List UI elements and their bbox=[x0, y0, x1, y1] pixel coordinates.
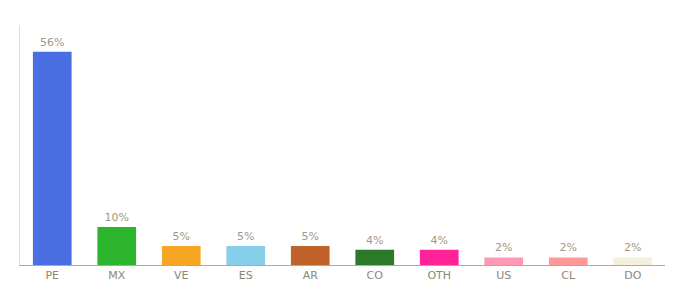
svg-text:DO: DO bbox=[624, 269, 641, 282]
svg-text:CL: CL bbox=[561, 269, 576, 282]
svg-text:5%: 5% bbox=[173, 230, 190, 243]
svg-text:5%: 5% bbox=[302, 230, 319, 243]
svg-text:2%: 2% bbox=[560, 241, 577, 254]
svg-text:US: US bbox=[496, 269, 511, 282]
svg-text:4%: 4% bbox=[366, 234, 383, 247]
svg-text:10%: 10% bbox=[105, 211, 129, 224]
svg-text:CO: CO bbox=[367, 269, 384, 282]
svg-text:2%: 2% bbox=[495, 241, 512, 254]
svg-text:PE: PE bbox=[45, 269, 59, 282]
svg-text:56%: 56% bbox=[40, 36, 64, 49]
svg-text:OTH: OTH bbox=[427, 269, 451, 282]
svg-text:ES: ES bbox=[239, 269, 253, 282]
svg-text:2%: 2% bbox=[624, 241, 641, 254]
svg-text:5%: 5% bbox=[237, 230, 254, 243]
svg-text:AR: AR bbox=[303, 269, 319, 282]
svg-text:4%: 4% bbox=[431, 234, 448, 247]
svg-text:VE: VE bbox=[174, 269, 189, 282]
svg-text:MX: MX bbox=[108, 269, 125, 282]
